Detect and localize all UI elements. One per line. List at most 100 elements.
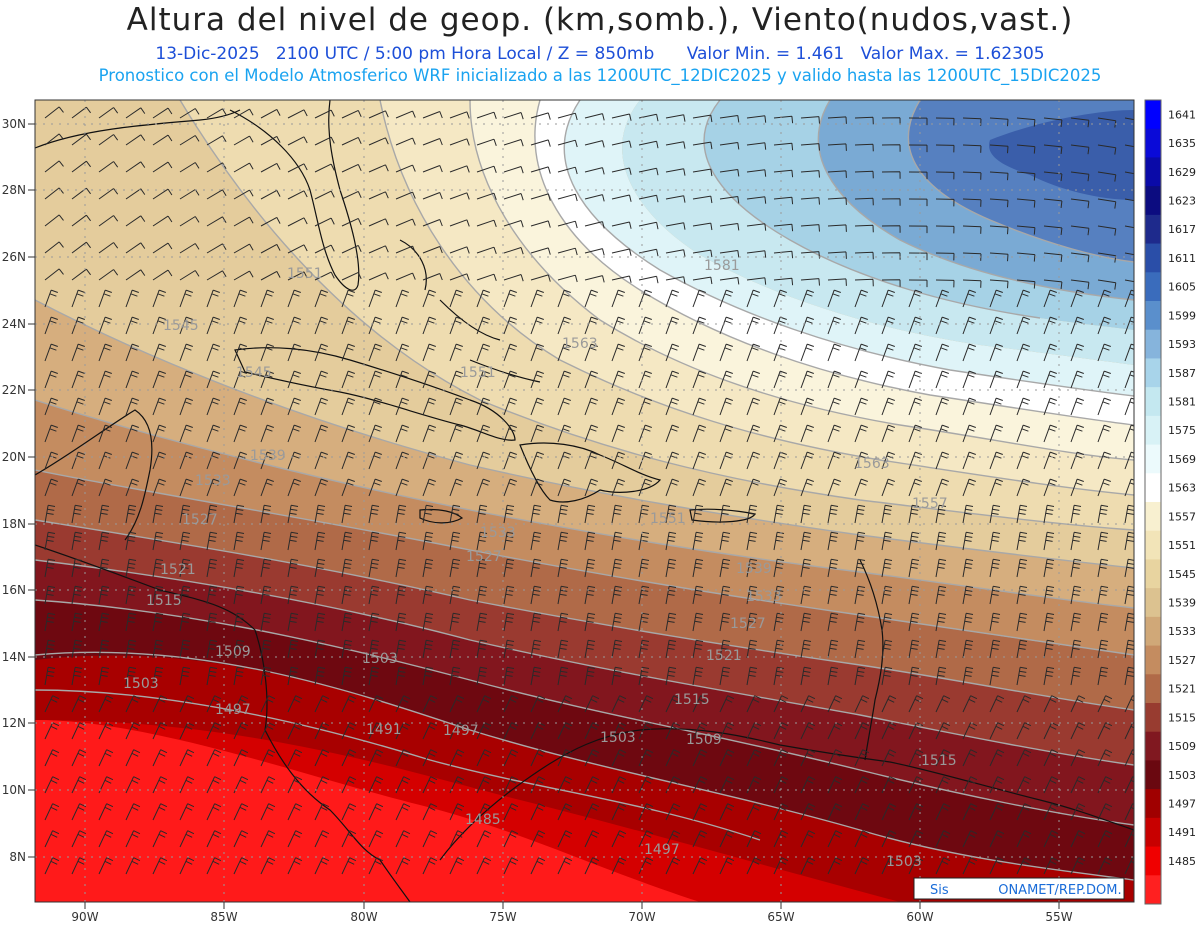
wind-barb: [206, 830, 222, 848]
wind-barb: [962, 478, 976, 497]
wind-barb: [719, 558, 731, 578]
colorbar-swatch: [1145, 559, 1161, 589]
wind-barb: [1070, 803, 1086, 821]
wind-barb: [395, 343, 409, 362]
wind-barb: [449, 722, 465, 740]
wind-barb: [44, 343, 58, 362]
wind-barb: [719, 250, 740, 258]
wind-barb: [800, 224, 820, 232]
wind-barb: [503, 316, 517, 335]
wind-barb: [530, 857, 546, 875]
wind-barb: [719, 397, 733, 416]
wind-barb: [1097, 343, 1111, 362]
colorbar-label: 1587: [1168, 367, 1196, 380]
wind-barb: [1016, 776, 1032, 794]
band-1533: [35, 300, 1134, 608]
wind-barb: [827, 612, 839, 632]
wind-barb: [611, 666, 623, 686]
wind-barb: [233, 451, 247, 470]
wind-barb: [557, 424, 571, 443]
wind-barb: [260, 585, 272, 605]
wind-barb: [206, 776, 222, 794]
contour-label: 1527: [182, 512, 218, 528]
wind-barb: [71, 639, 83, 659]
colorbar-label: 1545: [1168, 568, 1196, 581]
wind-barb: [908, 749, 924, 767]
wind-barb: [827, 558, 839, 578]
wind-barb: [1016, 612, 1028, 632]
colorbar-label: 1539: [1168, 597, 1196, 610]
wind-barb: [422, 397, 436, 416]
wind-barb: [584, 424, 598, 443]
band-1563: [534, 100, 1134, 425]
wind-barb: [476, 585, 488, 605]
contour-label: 1545: [236, 365, 272, 381]
wind-barb: [719, 749, 735, 767]
colorbar-swatch: [1145, 387, 1161, 417]
colorbar-swatch: [1145, 645, 1161, 675]
wind-barb: [44, 803, 60, 821]
wind-barb: [746, 558, 758, 578]
wind-barb: [287, 776, 303, 794]
wind-barb: [44, 133, 64, 146]
wind-barb: [665, 857, 681, 875]
wind-barb: [71, 695, 87, 713]
wind-barb: [800, 397, 814, 416]
wind-barb: [179, 270, 200, 281]
wind-barb: [908, 451, 922, 470]
wind-barb: [557, 585, 569, 605]
wind-barb: [827, 116, 847, 124]
wind-barb: [854, 722, 870, 740]
wind-barb: [1070, 776, 1086, 794]
wind-barb: [746, 397, 760, 416]
wind-barb: [1043, 370, 1057, 389]
colorbar-label: 1503: [1168, 769, 1196, 782]
wind-barb: [800, 531, 812, 551]
wind-barb: [503, 478, 517, 497]
wind-barb: [395, 245, 416, 254]
wind-barb: [206, 478, 220, 497]
wind-barb: [314, 478, 328, 497]
wind-barb: [854, 666, 866, 686]
wind-barb: [989, 343, 1003, 362]
wind-barb: [1070, 316, 1084, 335]
wind-barb: [476, 478, 490, 497]
wind-barb: [71, 241, 91, 254]
wind-barb: [314, 803, 330, 821]
wind-barb: [989, 585, 1001, 605]
wind-barb: [179, 108, 200, 119]
wind-barb: [152, 695, 168, 713]
wind-barb: [800, 424, 814, 443]
wind-barb: [908, 531, 920, 551]
contour-label-group: 1551 1545 1545 1563 1551 1581 1539 1533 …: [123, 258, 957, 870]
lat-label: 24N: [2, 317, 26, 331]
wind-barb: [71, 214, 91, 227]
wind-barb: [773, 250, 794, 259]
wind-barb: [44, 504, 56, 524]
wind-barb: [530, 639, 542, 659]
wind-barb: [800, 316, 814, 335]
wind-barb: [827, 397, 841, 416]
wind-barb: [854, 857, 870, 875]
wind-barb: [854, 612, 866, 632]
colorbar-label: 1593: [1168, 338, 1196, 351]
wind-barb: [800, 585, 812, 605]
wind-barb: [287, 451, 301, 470]
wind-barb: [44, 424, 58, 443]
wind-barb: [503, 247, 524, 255]
wind-barb: [962, 424, 976, 443]
wind-barb: [98, 134, 119, 146]
wind-barb: [800, 639, 812, 659]
lon-label: 75W: [489, 910, 516, 924]
wind-barb: [71, 531, 83, 551]
wind-barb: [368, 585, 380, 605]
wind-barb: [152, 215, 173, 227]
wind-barb: [908, 289, 922, 308]
wind-barb: [1070, 722, 1086, 740]
wind-barb: [665, 114, 686, 122]
colorbar-label: 1629: [1168, 166, 1196, 179]
wind-barb: [503, 220, 524, 228]
wind-barb: [476, 397, 490, 416]
wind-barb: [314, 666, 326, 686]
wind-barb: [611, 612, 623, 632]
